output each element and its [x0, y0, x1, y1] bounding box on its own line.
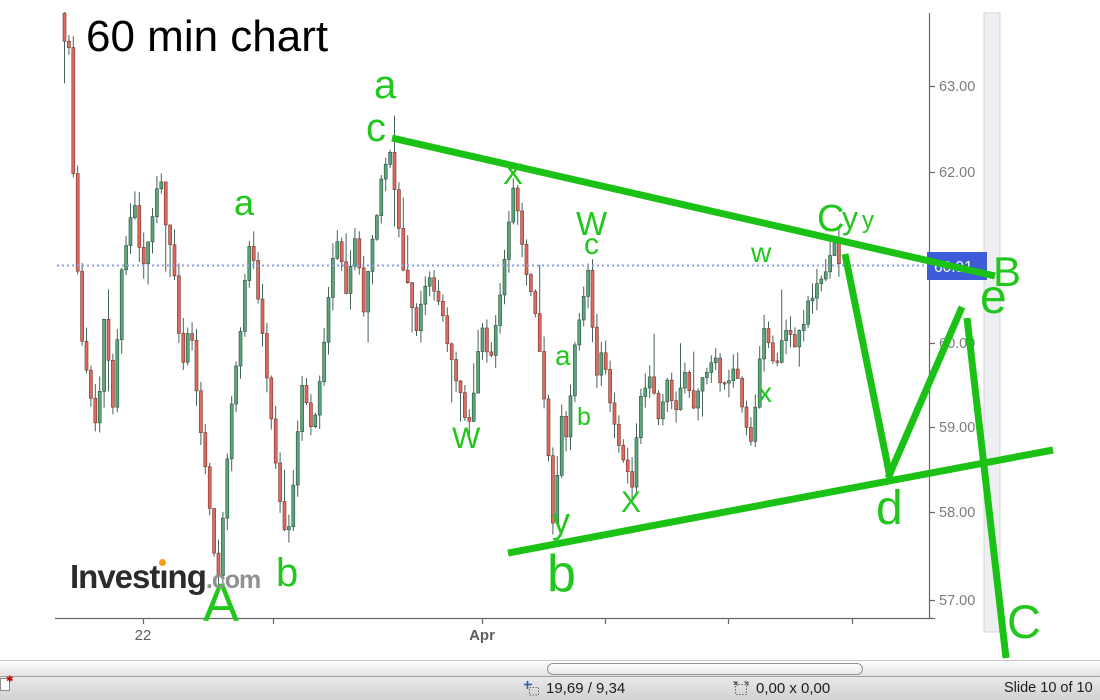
x-axis-label: Apr	[469, 627, 495, 644]
wave-label-y: y	[842, 200, 858, 236]
y-axis-label: 62.00	[939, 165, 975, 181]
y-axis-label: 57.00	[939, 593, 975, 609]
wave-label-a: a	[555, 340, 571, 371]
investing-logo: Investı ng.com	[70, 558, 261, 596]
y-axis-label: 58.00	[939, 505, 975, 521]
zigzag-down-leg	[841, 253, 894, 478]
logo-orange-dot	[159, 559, 167, 566]
wave-label-W: W	[452, 422, 481, 455]
wave-label-y: y	[862, 207, 874, 234]
wave-label-C: C	[1007, 595, 1041, 648]
wave-label-x: x	[758, 377, 772, 408]
horizontal-scrollbar[interactable]	[0, 660, 1100, 677]
wave-label-X: X	[621, 486, 642, 519]
upper-descending-trendline	[391, 134, 996, 280]
cursor-position-icon	[524, 681, 539, 696]
trendlines	[391, 134, 1054, 659]
status-bar: 19,69 / 9,34 0,00 x 0,00 ✱ Slide 10 of 1…	[0, 674, 1100, 700]
wave-label-W: W	[576, 205, 608, 242]
x-axis-label: 22	[135, 627, 152, 644]
object-size-value[interactable]: 0,00 x 0,00	[756, 680, 831, 697]
final-c-decline	[963, 317, 1010, 659]
candlestick-chart: 63.0062.0061.0060.0059.0058.0057.0022Apr…	[55, 12, 1054, 659]
logo-text: Investı ng	[70, 558, 207, 595]
lower-ascending-trendline	[507, 446, 1054, 557]
wave-label-a: a	[234, 182, 255, 223]
wave-label-w: w	[751, 237, 772, 268]
object-size-icon	[733, 681, 749, 695]
scrollbar-thumb[interactable]	[547, 663, 863, 675]
wave-label-c: c	[366, 106, 386, 150]
wave-label-d: d	[876, 482, 903, 535]
wave-label-B: B	[993, 248, 1022, 295]
logo-com-text: .com	[205, 566, 261, 594]
wave-label-a: a	[374, 63, 397, 107]
y-axis-label: 63.00	[939, 79, 975, 95]
chart-title: 60 min chart	[86, 12, 329, 61]
wave-label-y: y	[552, 500, 570, 541]
wave-label-b: b	[577, 403, 591, 431]
wave-label-e: e	[980, 271, 1007, 324]
y-axis-label: 59.00	[939, 420, 975, 436]
candlestick-series	[62, 12, 841, 591]
wave-label-b: b	[547, 545, 576, 603]
wave-label-X: X	[503, 158, 524, 191]
wave-label-c: c	[584, 228, 599, 261]
wave-label-C: C	[817, 198, 845, 240]
slide-canvas: 63.0062.0061.0060.0059.0058.0057.0022Apr…	[55, 12, 1054, 659]
wave-label-b: b	[276, 551, 299, 595]
slide-indicator[interactable]: Slide 10 of 10	[1004, 680, 1093, 696]
cursor-position-value[interactable]: 19,69 / 9,34	[546, 680, 626, 697]
wave-label-A: A	[203, 573, 240, 633]
zigzag-up-leg	[884, 305, 966, 480]
